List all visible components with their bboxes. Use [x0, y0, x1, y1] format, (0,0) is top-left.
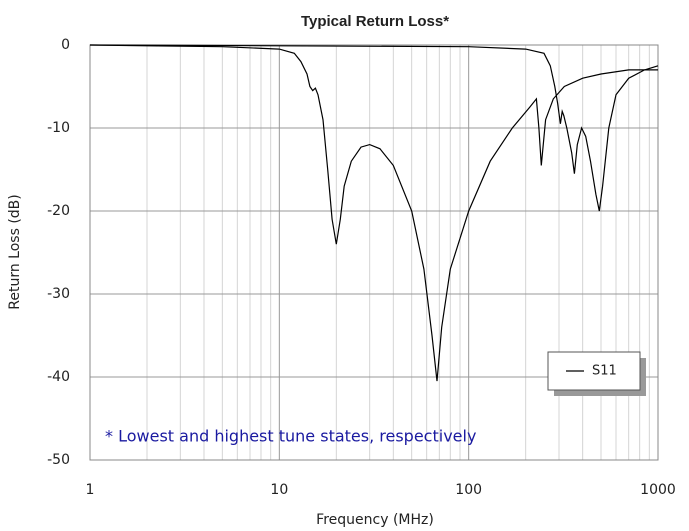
y-tick-label: -50: [47, 452, 70, 468]
y-tick-label: -30: [47, 286, 70, 302]
series-line: [89, 44, 658, 382]
chart-title: Typical Return Loss*: [301, 13, 449, 30]
x-tick-label: 1: [86, 482, 95, 498]
series-line: [89, 44, 659, 212]
y-tick-label: -40: [47, 369, 70, 385]
legend-label: S11: [592, 364, 617, 379]
y-axis-label: Return Loss (dB): [7, 194, 23, 309]
x-tick-label: 10: [270, 482, 288, 498]
y-tick-label: -20: [47, 203, 70, 219]
x-tick-label: 100: [455, 482, 482, 498]
legend-box: [547, 351, 641, 391]
x-axis-label: Frequency (MHz): [316, 512, 434, 528]
plot-border: [89, 44, 659, 461]
x-tick-label: 1000: [640, 482, 676, 498]
y-tick-label: 0: [61, 37, 70, 53]
annotation: * Lowest and highest tune states, respec…: [105, 427, 476, 446]
y-tick-label: -10: [47, 120, 70, 136]
plot-area: [90, 45, 658, 460]
